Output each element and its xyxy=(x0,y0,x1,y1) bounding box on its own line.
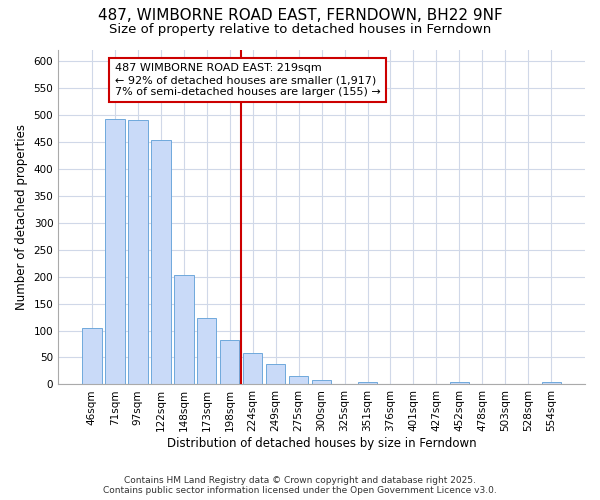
Bar xyxy=(312,380,331,384)
Bar xyxy=(220,340,239,384)
Bar xyxy=(82,328,101,384)
Text: 487, WIMBORNE ROAD EAST, FERNDOWN, BH22 9NF: 487, WIMBORNE ROAD EAST, FERNDOWN, BH22 … xyxy=(98,8,502,22)
Bar xyxy=(449,382,469,384)
Text: Contains HM Land Registry data © Crown copyright and database right 2025.
Contai: Contains HM Land Registry data © Crown c… xyxy=(103,476,497,495)
Text: Size of property relative to detached houses in Ferndown: Size of property relative to detached ho… xyxy=(109,22,491,36)
Bar xyxy=(151,140,170,384)
Bar xyxy=(542,382,561,384)
Bar xyxy=(289,376,308,384)
Bar xyxy=(243,353,262,384)
Text: 487 WIMBORNE ROAD EAST: 219sqm
← 92% of detached houses are smaller (1,917)
7% o: 487 WIMBORNE ROAD EAST: 219sqm ← 92% of … xyxy=(115,64,380,96)
Bar xyxy=(358,382,377,384)
Bar xyxy=(128,120,148,384)
Bar xyxy=(197,318,217,384)
Bar xyxy=(174,276,194,384)
Bar xyxy=(266,364,286,384)
X-axis label: Distribution of detached houses by size in Ferndown: Distribution of detached houses by size … xyxy=(167,437,476,450)
Y-axis label: Number of detached properties: Number of detached properties xyxy=(15,124,28,310)
Bar xyxy=(105,118,125,384)
